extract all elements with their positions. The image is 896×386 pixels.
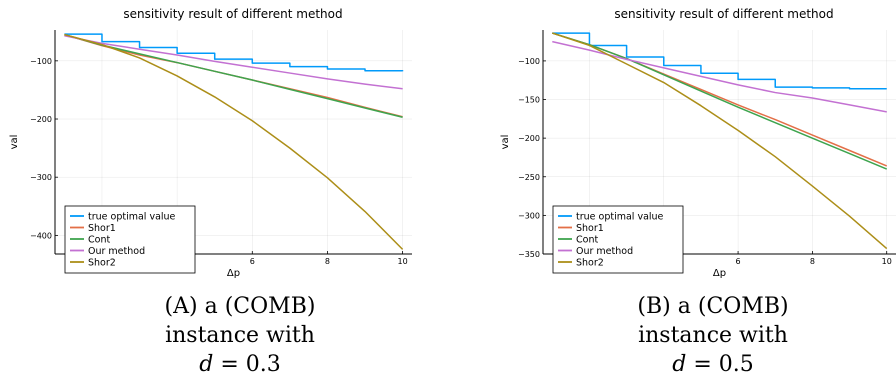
caption-a-line1: a (COMB) [204,294,316,319]
chart-b-legend-label: Shor1 [576,223,604,234]
chart-b-legend-box [552,205,684,274]
chart-a-legend-label: Our method [88,246,145,257]
chart-b-series-true_optimal [552,32,887,90]
caption-a-value: = 0.3 [213,352,281,377]
chart-a-y-tick-label: −300 [30,173,52,182]
caption-a-line2: instance with [165,323,315,348]
chart-a-series-shor2 [64,33,404,250]
chart-b-legend-label: true optimal value [576,211,664,222]
chart-b-y-tick-label: −200 [518,134,540,143]
chart-b-x-tick-label: 8 [810,257,815,266]
chart-a-legend-label: Cont [88,234,110,245]
chart-a-series-cont [64,33,403,119]
caption-a-label: (A) [164,294,198,319]
chart-b-y-tick-label: −100 [518,57,540,66]
chart-b-x-tick-label: 6 [736,257,741,266]
chart-b-y-tick-label: −250 [518,173,540,182]
caption-b: (B) a (COMB) instance with d = 0.5 [563,292,863,379]
chart-b-y-tick-label: −350 [518,250,540,259]
chart-b-title: sensitivity result of different method [614,7,833,21]
caption-b-value: = 0.5 [686,352,754,377]
chart-a-legend-box [64,205,196,274]
caption-a-var: d [199,352,214,377]
caption-b-line1: a (COMB) [677,294,789,319]
chart-a-y-tick-label: −400 [30,231,52,240]
chart-a-y-label: val [9,135,20,150]
chart-b-series-shor2 [552,32,888,250]
chart-b-series-group [552,32,888,250]
chart-a-legend-label: Shor1 [88,223,116,234]
caption-b-line2: instance with [638,323,788,348]
chart-a-series-our_method [64,35,403,90]
chart-a-y-tick-label: −100 [30,57,52,66]
chart-a-x-tick-label: 8 [325,257,330,266]
caption-a: (A) a (COMB) instance with d = 0.3 [90,292,390,379]
chart-a-x-tick-label: 6 [250,257,255,266]
chart-b-x-label: Δp [713,268,726,279]
chart-a-y-tick-label: −200 [30,115,52,124]
caption-b-label: (B) [637,294,671,319]
chart-b: sensitivity result of different method24… [500,7,896,279]
chart-a-x-tick-label: 10 [398,257,408,266]
chart-b-series-cont [552,32,887,170]
chart-b-y-tick-label: −150 [518,96,540,105]
chart-b-y-tick-label: −300 [518,211,540,220]
chart-b-x-tick-label: 10 [882,257,892,266]
chart-b-legend-label: Our method [576,246,633,257]
chart-b-y-label: val [500,135,511,150]
chart-a-legend-label: Shor2 [88,257,116,268]
chart-a: sensitivity result of different method24… [9,7,412,279]
chart-a-title: sensitivity result of different method [123,7,342,21]
chart-b-legend-label: Cont [576,234,598,245]
chart-b-legend-label: Shor2 [576,257,604,268]
chart-a-series-true_optimal [64,33,404,72]
chart-a-series-group [64,33,404,250]
chart-a-x-label: Δp [227,268,240,279]
caption-b-var: d [672,352,687,377]
chart-a-legend-label: true optimal value [88,211,176,222]
